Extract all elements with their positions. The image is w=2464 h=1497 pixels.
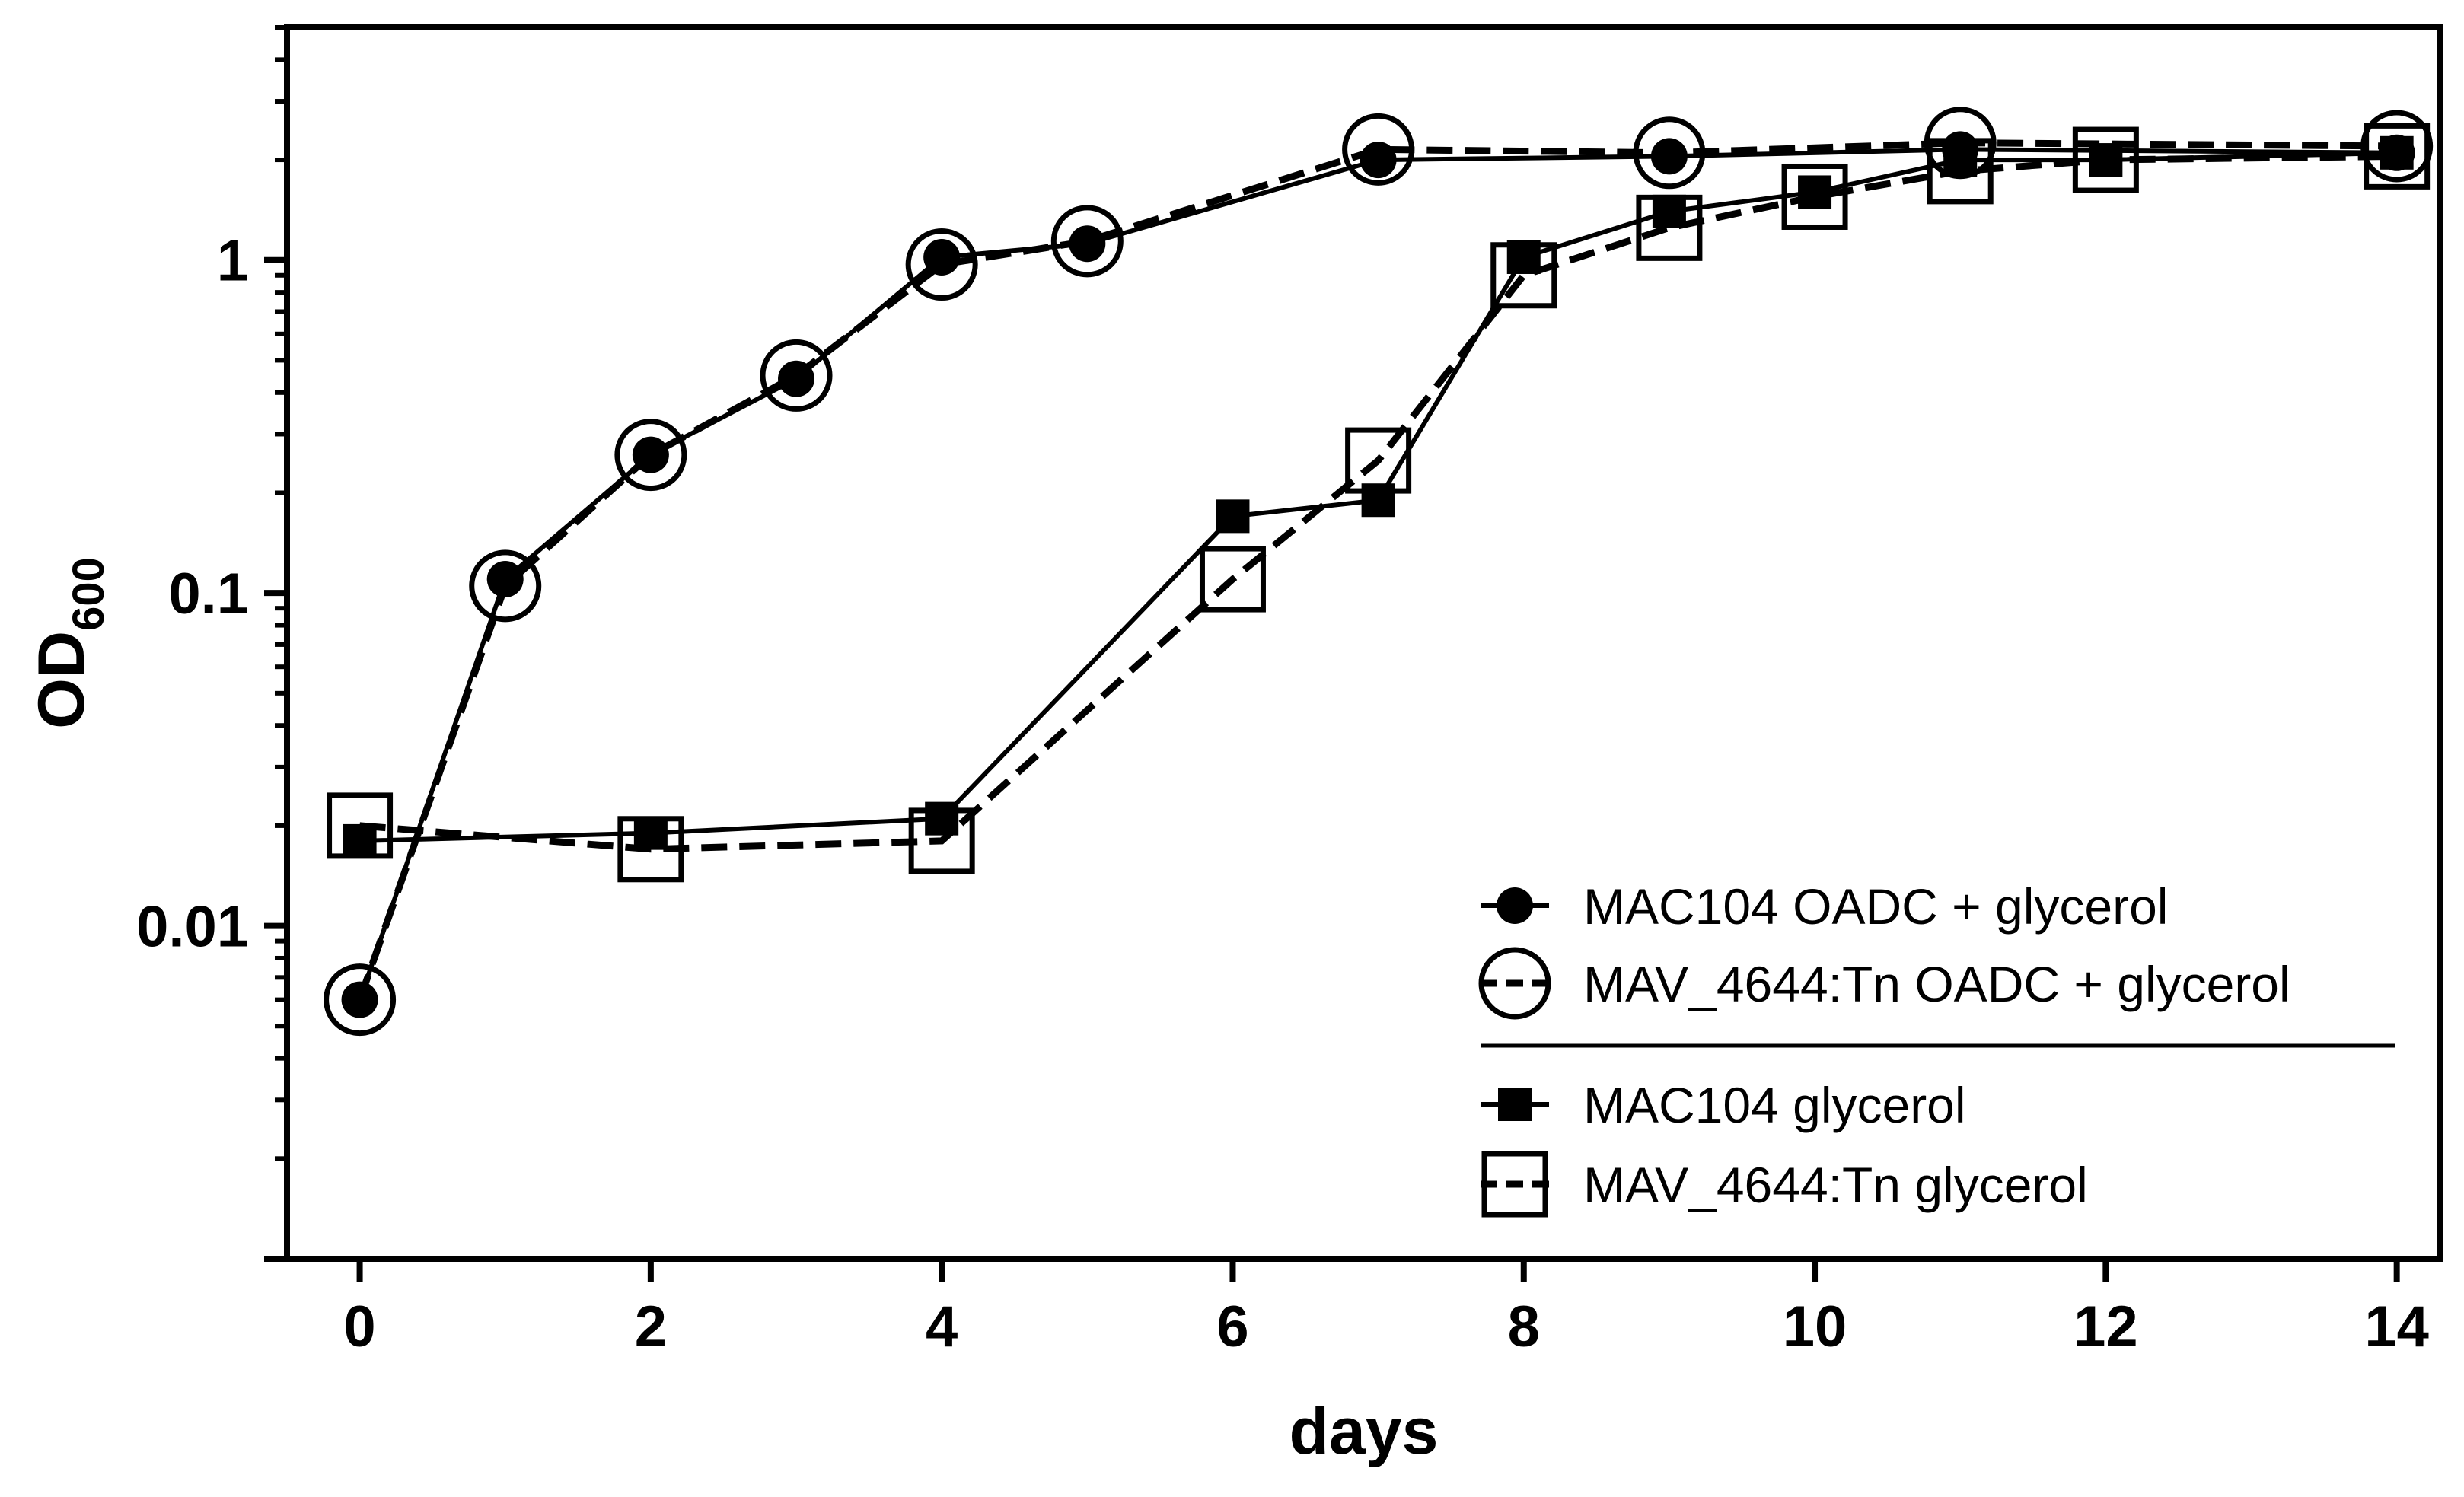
data-point — [1506, 240, 1541, 274]
legend-marker — [1481, 1151, 1548, 1218]
series-line — [356, 139, 2397, 1002]
legend: MAC104 OADC + glycerol MAV_4644:Tn OADC +… — [1478, 878, 2395, 1218]
data-point — [2360, 110, 2434, 183]
data-point — [2380, 135, 2414, 170]
legend-label: MAV_4644:Tn OADC + glycerol — [1583, 956, 2290, 1012]
legend-marker — [1478, 947, 1551, 1020]
x-axis-title: days — [1289, 1395, 1438, 1468]
x-tick-label: 4 — [926, 1295, 958, 1359]
y-axis-title: OD600 — [25, 557, 113, 729]
data-point — [1652, 194, 1686, 228]
legend-marker — [1497, 887, 1533, 924]
data-point — [760, 339, 833, 412]
legend-label: MAC104 glycerol — [1583, 1077, 1966, 1133]
x-tick-label: 10 — [1783, 1295, 1847, 1359]
data-point — [1943, 143, 1978, 177]
legend-entry: MAC104 glycerol — [1481, 1077, 1966, 1133]
legend-entry: MAC104 OADC + glycerol — [1481, 878, 2168, 935]
data-point — [1199, 546, 1266, 613]
legend-label: MAV_4644:Tn glycerol — [1583, 1157, 2088, 1213]
data-point — [324, 963, 397, 1037]
x-tick-label: 12 — [2074, 1295, 2138, 1359]
legend-marker — [1498, 1088, 1532, 1121]
series-mac104-glycerol — [343, 135, 2414, 858]
y-tick-label: 0.1 — [168, 562, 249, 626]
y-tick-label: 0.01 — [136, 895, 249, 960]
x-tick-label: 2 — [635, 1295, 667, 1359]
data-point — [905, 228, 978, 301]
data-point — [1360, 142, 1397, 179]
data-point — [1050, 205, 1124, 278]
series-line — [357, 147, 2397, 1001]
x-tick-label: 14 — [2364, 1295, 2429, 1359]
data-point — [632, 436, 669, 473]
y-axis-title-subscript: 600 — [64, 557, 113, 631]
legend-entry: MAV_4644:Tn glycerol — [1481, 1151, 2088, 1218]
data-point — [778, 360, 815, 397]
legend-label: MAC104 OADC + glycerol — [1583, 878, 2168, 935]
data-point — [486, 561, 524, 598]
data-point — [469, 549, 542, 623]
data-point — [1069, 225, 1106, 263]
series-layer — [324, 107, 2434, 1037]
x-tick-label: 0 — [343, 1295, 375, 1359]
data-point — [1650, 138, 1688, 175]
x-tick-label: 6 — [1216, 1295, 1248, 1359]
data-point — [925, 801, 959, 836]
data-point — [341, 981, 378, 1018]
legend-entry: MAV_4644:Tn OADC + glycerol — [1478, 947, 2290, 1020]
y-tick-label: 1 — [217, 229, 249, 294]
data-point — [923, 238, 961, 276]
data-point — [2089, 143, 2123, 177]
data-point — [1342, 113, 1415, 186]
data-point — [343, 823, 377, 858]
plot-frame — [284, 24, 2443, 1262]
data-point — [1798, 175, 1832, 209]
x-tick-label: 8 — [1508, 1295, 1540, 1359]
data-point — [1633, 116, 1706, 190]
data-point — [633, 816, 668, 850]
data-point — [1361, 483, 1395, 518]
y-axis-title-main: OD — [25, 631, 98, 729]
data-point — [1216, 499, 1250, 534]
data-point — [614, 419, 687, 492]
data-point — [2364, 123, 2431, 190]
series-mav-4644-tn-oadc-glycerol — [324, 107, 2434, 1037]
